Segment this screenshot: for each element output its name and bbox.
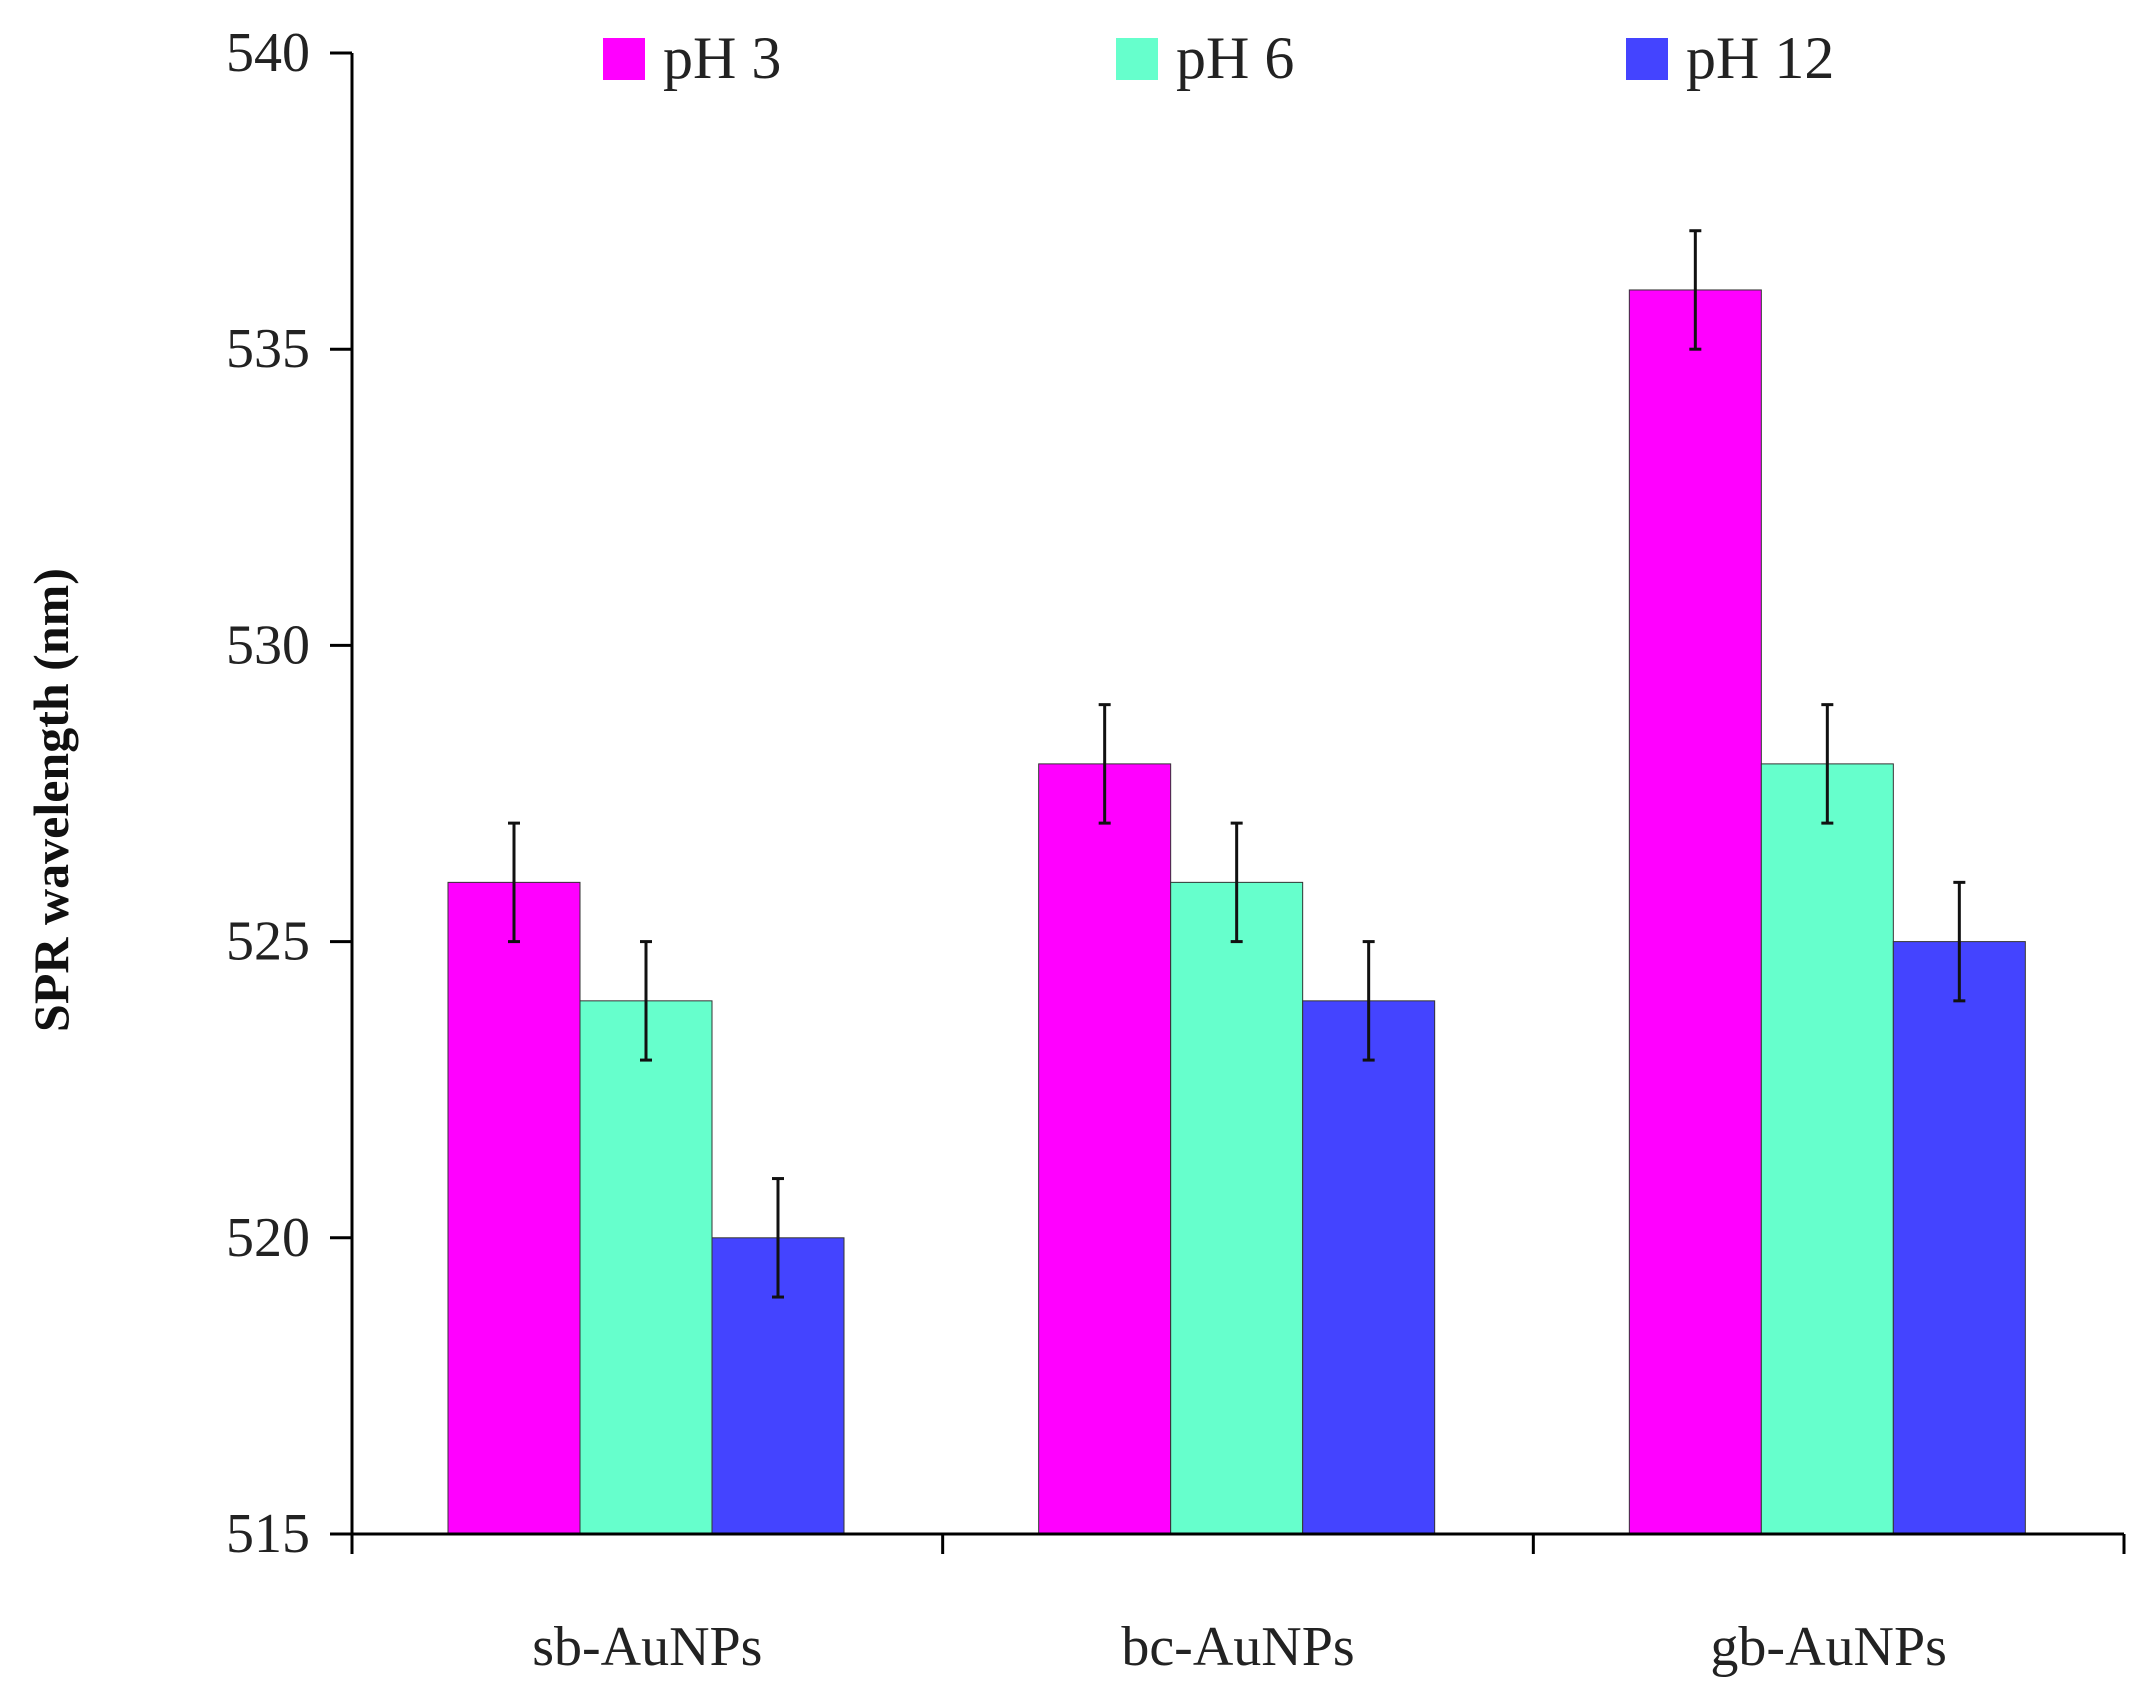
x-category-label: gb-AuNPs	[1710, 1616, 1946, 1678]
y-tick-label: 530	[226, 614, 310, 676]
x-category-label: bc-AuNPs	[1121, 1616, 1354, 1678]
legend-swatch-ph12	[1626, 38, 1668, 80]
x-labels: sb-AuNPs bc-AuNPs gb-AuNPs	[532, 1616, 1947, 1678]
axes	[350, 53, 2126, 1554]
y-axis-title: SPR wavelength (nm)	[23, 568, 79, 1032]
y-tick-label: 525	[226, 911, 310, 973]
legend-label: pH 12	[1686, 25, 1834, 91]
legend: pH 3 pH 6 pH 12	[603, 25, 1834, 91]
bar-ph6-bc-aunps	[1170, 881, 1304, 1535]
x-category-label: sb-AuNPs	[532, 1616, 762, 1678]
y-tick-label: 540	[226, 22, 310, 84]
y-tick-label: 520	[226, 1207, 310, 1269]
bar-ph12-bc-aunps	[1302, 1000, 1436, 1535]
bar-ph6-gb-aunps	[1760, 763, 1894, 1535]
y-axis-title-group: SPR wavelength (nm)	[23, 568, 79, 1032]
y-tick-label: 515	[226, 1503, 310, 1565]
error-bars	[508, 229, 1966, 1299]
y-tick-label: 535	[226, 318, 310, 380]
bar-ph3-bc-aunps	[1038, 763, 1172, 1535]
legend-label: pH 6	[1176, 25, 1294, 91]
bar-ph3-sb-aunps	[447, 881, 581, 1535]
legend-swatch-ph6	[1116, 38, 1158, 80]
legend-label: pH 3	[663, 25, 781, 91]
bar-ph3-gb-aunps	[1628, 289, 1762, 1535]
bar-ph12-gb-aunps	[1892, 941, 2026, 1535]
legend-swatch-ph3	[603, 38, 645, 80]
y-ticks: 515 520 525 530 535 540	[226, 22, 352, 1565]
bars	[447, 289, 2026, 1535]
bar-ph6-sb-aunps	[579, 1000, 713, 1535]
